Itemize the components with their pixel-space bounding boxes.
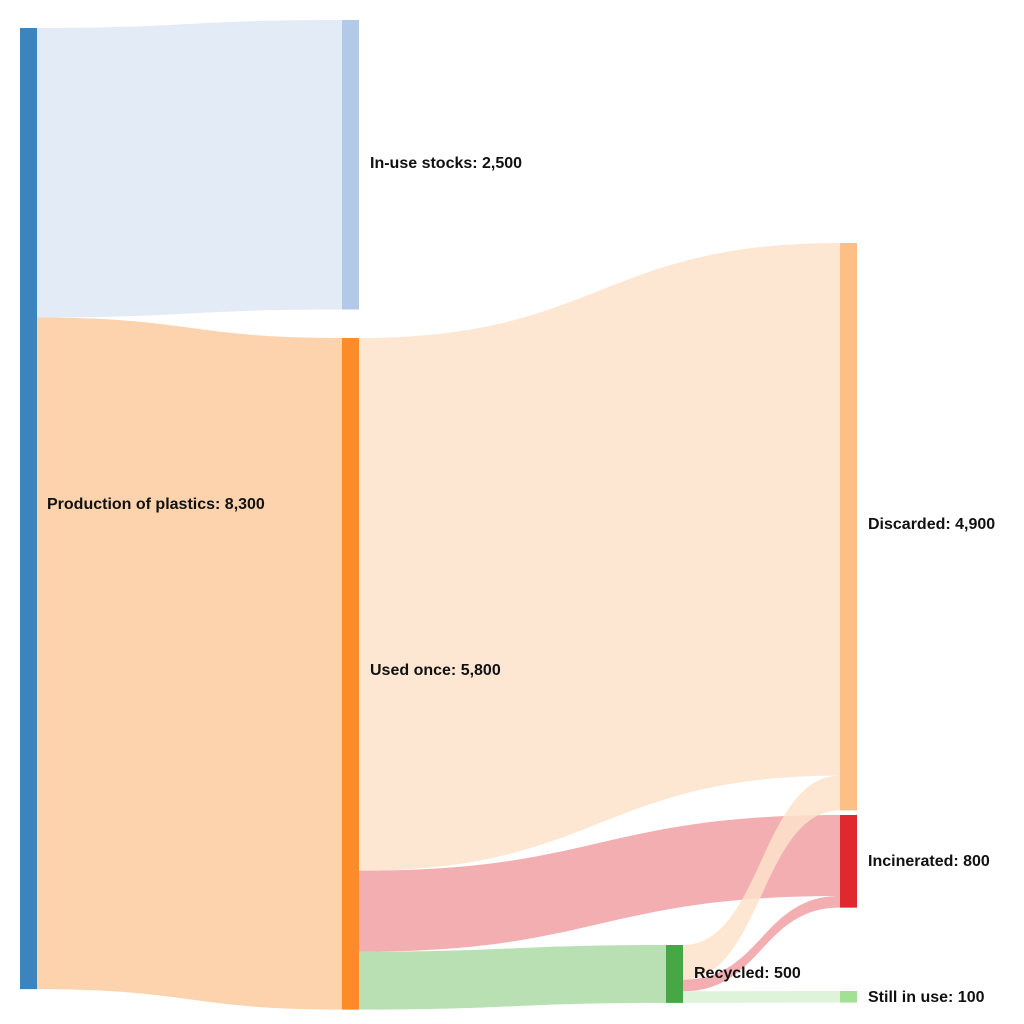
link-used-to-recycled [359, 945, 666, 1010]
node-production [20, 28, 37, 990]
node-stocks [342, 20, 359, 310]
node-used [342, 338, 359, 1010]
node-recycled [666, 945, 683, 1003]
label-recycled: Recycled: 500 [694, 965, 801, 982]
link-production-to-stocks [37, 20, 342, 318]
links-layer [37, 20, 840, 1010]
node-incinerated [840, 815, 857, 908]
link-recycled-to-discarded [683, 775, 840, 980]
labels-layer: Production of plastics: 8,300 In-use stoc… [47, 155, 995, 1006]
link-used-to-incinerated [359, 815, 840, 952]
label-stocks: In-use stocks: 2,500 [370, 155, 522, 172]
link-recycled-to-stillinuse [683, 991, 840, 1003]
nodes-layer [20, 20, 857, 1010]
link-production-to-used [37, 317, 342, 1010]
label-production: Production of plastics: 8,300 [47, 496, 265, 513]
node-stillinuse [840, 991, 857, 1003]
link-used-to-discarded [359, 243, 840, 871]
node-discarded [840, 243, 857, 811]
label-used: Used once: 5,800 [370, 662, 501, 679]
label-stillinuse: Still in use: 100 [868, 989, 985, 1006]
label-incinerated: Incinerated: 800 [868, 853, 990, 870]
label-discarded: Discarded: 4,900 [868, 516, 995, 533]
link-recycled-to-incinerated [683, 896, 840, 992]
